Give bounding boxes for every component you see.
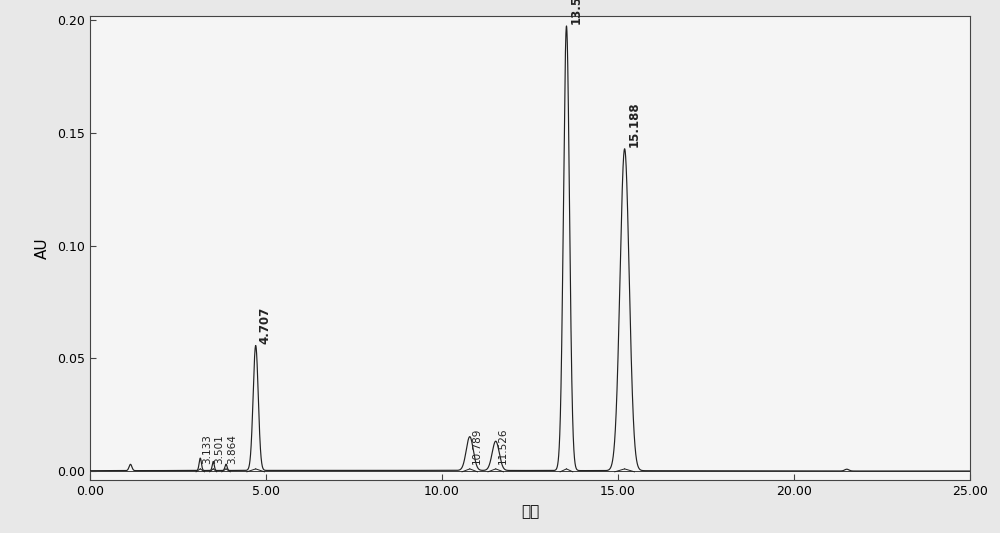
Text: 15.188: 15.188 — [628, 101, 641, 147]
Text: 13.536: 13.536 — [569, 0, 582, 24]
Text: 3.133: 3.133 — [202, 434, 212, 464]
X-axis label: 分钟: 分钟 — [521, 505, 539, 520]
Text: 3.501: 3.501 — [215, 434, 225, 464]
Text: 3.864: 3.864 — [227, 434, 237, 464]
Text: 10.789: 10.789 — [472, 427, 482, 464]
Y-axis label: AU: AU — [35, 237, 50, 259]
Text: 11.526: 11.526 — [498, 427, 508, 464]
Text: 4.707: 4.707 — [259, 306, 272, 343]
